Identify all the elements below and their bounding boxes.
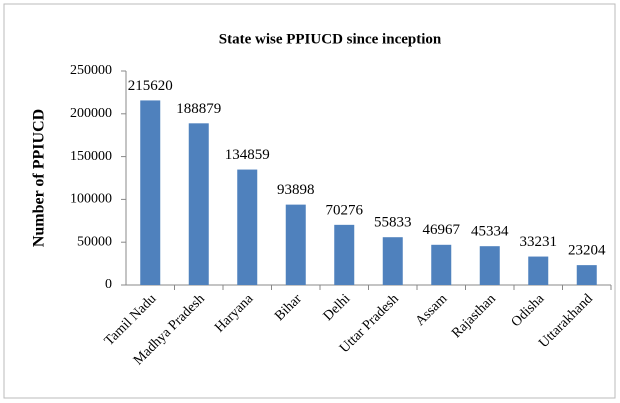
data-label: 23204 (568, 243, 606, 259)
data-label: 33231 (520, 234, 558, 250)
chart-frame (3, 3, 616, 399)
data-label: 46967 (423, 222, 461, 238)
y-axis-label: Number of PPIUCD (31, 109, 48, 247)
bar (188, 123, 209, 285)
y-tick-label: 150000 (70, 149, 112, 164)
x-tick-label: Delhi (321, 291, 354, 324)
x-tick-label: Odisha (509, 291, 548, 330)
chart-title: State wise PPIUCD since inception (219, 31, 442, 47)
data-label: 215620 (128, 78, 173, 94)
data-label: 93898 (277, 182, 315, 198)
y-tick-label: 200000 (70, 106, 112, 121)
data-label: 134859 (225, 147, 270, 163)
y-tick-label: 100000 (70, 192, 112, 207)
x-tick-label: Assam (413, 291, 451, 329)
x-tick-label: Haryana (212, 291, 257, 336)
bar (431, 244, 452, 285)
bar (140, 100, 161, 285)
bar (237, 169, 258, 285)
x-tick-label: Rajasthan (449, 291, 499, 341)
y-tick-label: 50000 (77, 234, 112, 249)
data-label: 188879 (176, 101, 221, 117)
bar (285, 204, 306, 285)
data-label: 55833 (374, 215, 412, 231)
y-tick-label: 250000 (70, 63, 112, 78)
bar (576, 265, 597, 285)
y-tick-label: 0 (105, 277, 112, 292)
data-label: 70276 (326, 202, 364, 218)
bar (382, 237, 403, 285)
x-tick-label: Bihar (272, 291, 305, 324)
bar (334, 224, 355, 285)
data-label: 45334 (471, 224, 509, 240)
bar (479, 246, 500, 285)
bar (528, 256, 549, 285)
